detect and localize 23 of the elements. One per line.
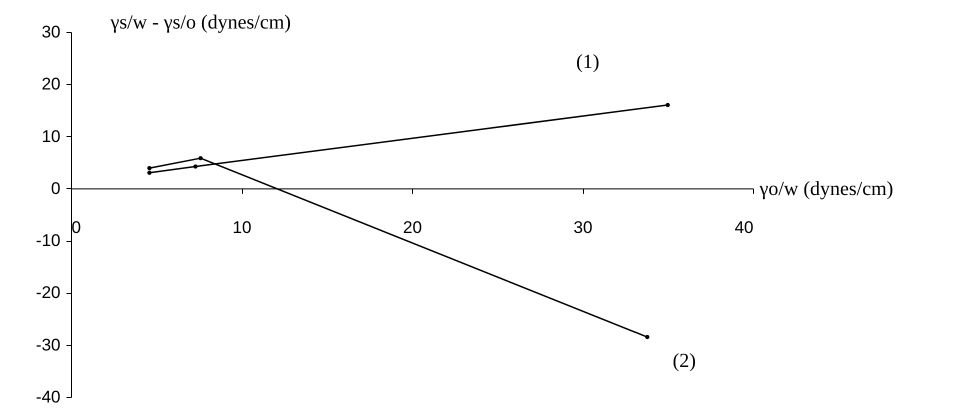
point [666,102,670,108]
text: (1) [576,51,600,73]
y-axis-title: γs/w - γs/o (dynes/cm) [110,12,291,34]
y-tick-label: -40 [36,388,60,406]
point [645,334,650,340]
point [198,156,203,160]
y-tick-label: 10 [42,126,60,146]
x-tick-label: 30 [574,218,592,237]
point [147,170,152,175]
y-tick-label: -30 [36,335,60,354]
x-axis-title: γo/w (dynes/cm) [758,178,894,200]
y-tick-label: 0 [51,178,60,198]
y-tick-label: 30 [42,22,60,42]
x-tick-label: 10 [232,218,252,237]
y-tick-label: -10 [36,231,60,250]
x-tick-label: 40 [734,218,754,237]
y-tick-label: -20 [36,283,60,302]
x-tick-label: 20 [403,218,422,237]
y-tick-label: 20 [42,74,60,94]
series-label: (2) [672,350,696,372]
x-tick-label: 0 [72,218,81,237]
point [193,164,198,169]
point [147,166,152,170]
